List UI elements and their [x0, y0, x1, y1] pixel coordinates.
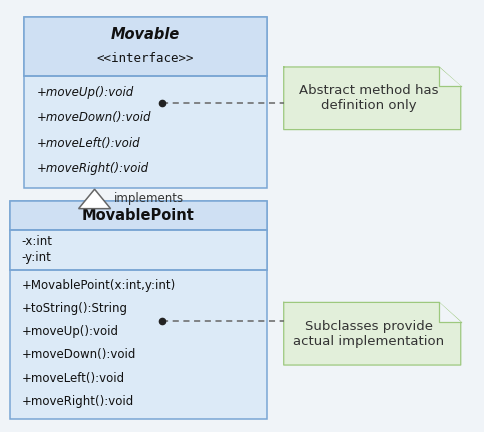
Text: +toString():String: +toString():String [22, 302, 128, 315]
Text: +MovablePoint(x:int,y:int): +MovablePoint(x:int,y:int) [22, 279, 176, 292]
Text: +moveLeft():void: +moveLeft():void [22, 372, 125, 385]
Text: implements: implements [114, 192, 184, 205]
Text: +moveUp():void: +moveUp():void [22, 325, 119, 338]
Polygon shape [283, 302, 460, 365]
Polygon shape [438, 302, 460, 322]
FancyBboxPatch shape [10, 201, 266, 419]
Text: <<interface>>: <<interface>> [96, 51, 194, 65]
Text: +moveDown():void: +moveDown():void [36, 111, 151, 124]
Text: +moveRight():void: +moveRight():void [22, 395, 134, 408]
Text: +moveRight():void: +moveRight():void [36, 162, 148, 175]
FancyBboxPatch shape [24, 17, 266, 188]
Text: -x:int: -x:int [22, 235, 53, 248]
Polygon shape [438, 67, 460, 86]
Polygon shape [24, 17, 266, 76]
Text: Abstract method has
definition only: Abstract method has definition only [299, 84, 438, 112]
Polygon shape [283, 67, 460, 130]
Text: +moveLeft():void: +moveLeft():void [36, 137, 140, 150]
Text: Subclasses provide
actual implementation: Subclasses provide actual implementation [293, 320, 444, 348]
Polygon shape [10, 201, 266, 230]
Text: +moveDown():void: +moveDown():void [22, 349, 136, 362]
Text: -y:int: -y:int [22, 251, 52, 264]
Text: MovablePoint: MovablePoint [82, 208, 194, 223]
Text: Movable: Movable [111, 27, 180, 42]
Text: +moveUp():void: +moveUp():void [36, 86, 134, 98]
Polygon shape [78, 189, 110, 209]
Polygon shape [10, 230, 266, 270]
